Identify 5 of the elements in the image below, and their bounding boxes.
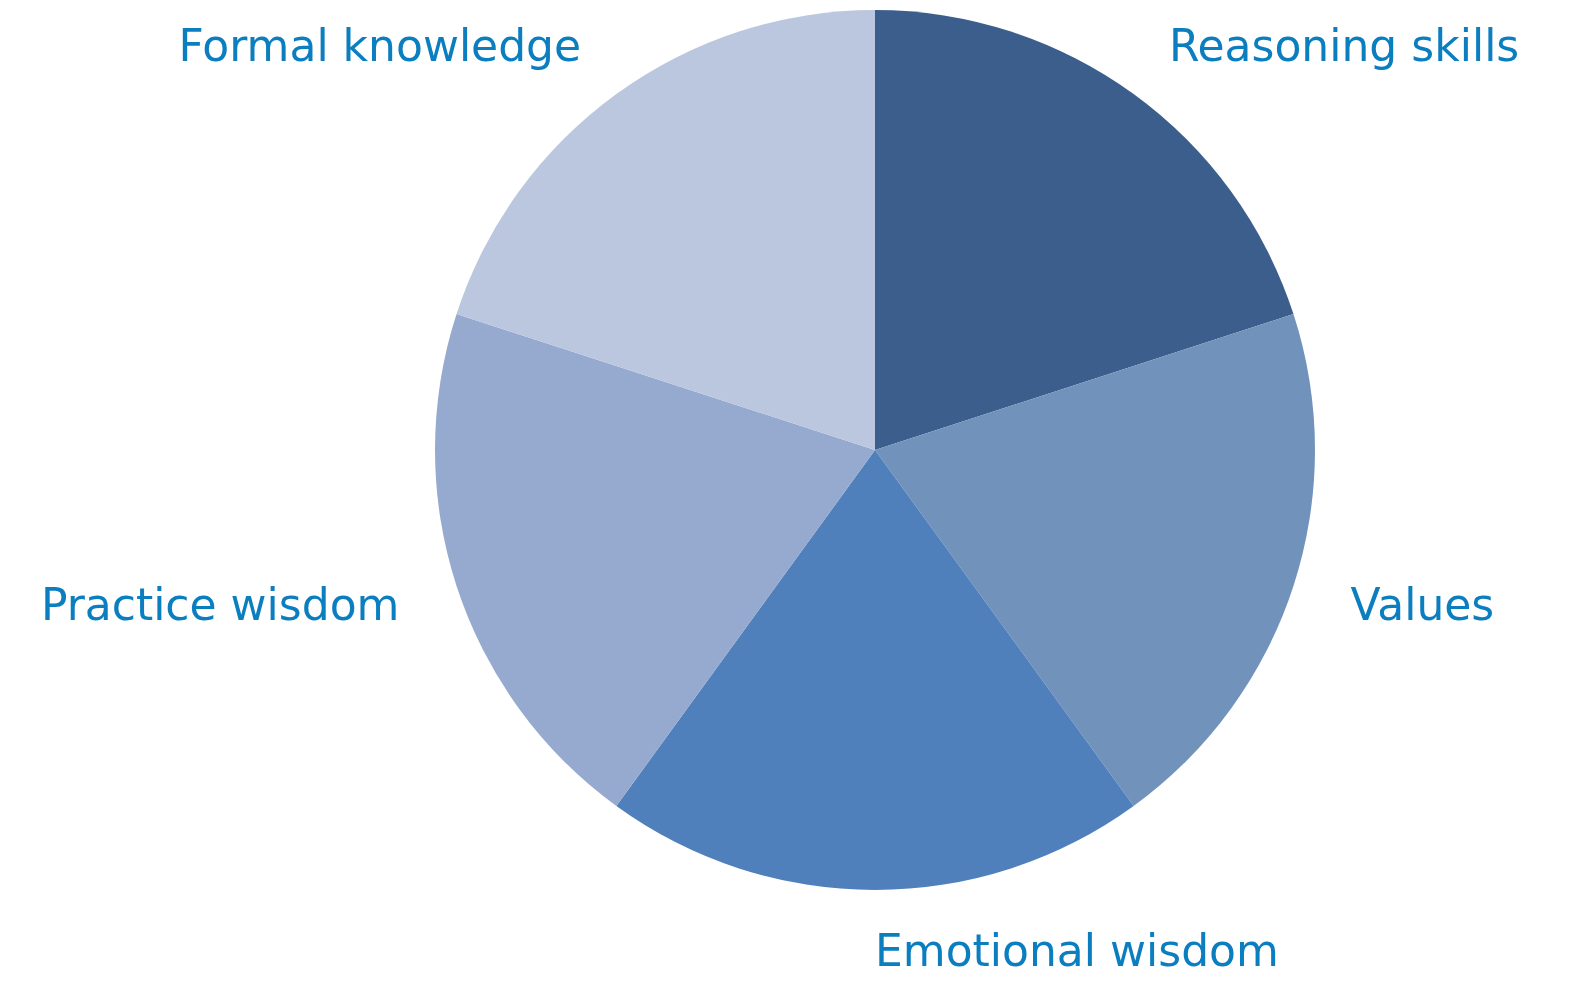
slice-label: Formal knowledge [178, 19, 582, 71]
slice-label: Practice wisdom [40, 579, 400, 631]
slice-label: Values [1350, 579, 1495, 631]
slice-label: Reasoning skills [1168, 19, 1520, 71]
slice-label: Emotional wisdom [875, 924, 1279, 976]
